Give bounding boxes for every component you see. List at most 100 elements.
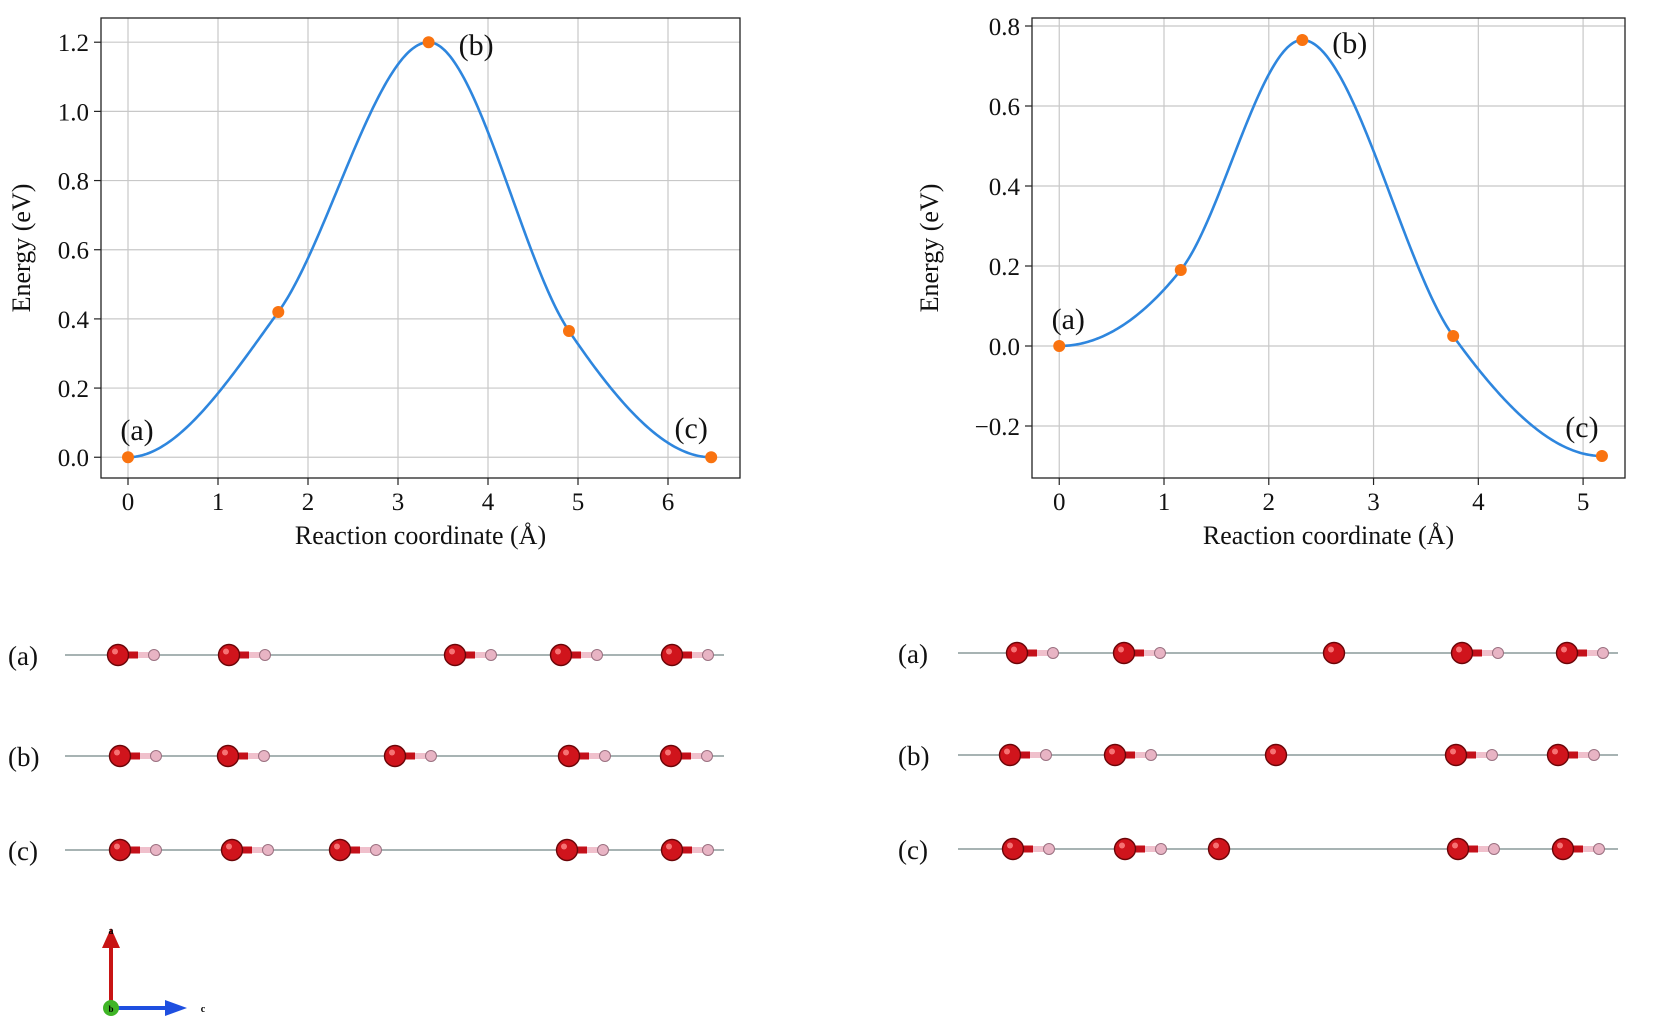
hydroxyl-molecule [108, 838, 162, 862]
bond-h-half [1583, 846, 1595, 852]
y-tick-label: −0.2 [975, 414, 1020, 441]
hydroxyl-molecule [108, 744, 162, 768]
point-annotation-label: (b) [459, 29, 494, 62]
y-tick-label: 0.0 [989, 334, 1020, 361]
oxygen-atom-icon [557, 744, 581, 768]
axis-label-a: a [109, 926, 114, 937]
structure-row: (b) [8, 742, 724, 772]
structure-row-label: (c) [8, 836, 38, 866]
bond-o-half [1571, 649, 1587, 657]
hydrogen-atom-icon [1154, 647, 1166, 659]
y-axis-label: Energy (eV) [7, 184, 36, 313]
hydrogen-atom-icon [1588, 749, 1600, 761]
oxygen-atom-icon [660, 643, 684, 667]
c-axis-arrowhead-icon [165, 1000, 187, 1016]
structure-row-label: (c) [898, 835, 928, 865]
atom-highlight [1007, 842, 1013, 849]
atom-highlight [666, 648, 672, 655]
bond-h-half [140, 847, 152, 853]
structure-row: (a) [898, 639, 1618, 669]
bond-h-half [475, 652, 487, 658]
atom-highlight [1213, 842, 1219, 849]
bond-h-half [140, 753, 152, 759]
hydrogen-atom-icon [1040, 749, 1052, 761]
y-tick-label: 0.8 [58, 169, 89, 196]
hydroxyl-molecule [1113, 837, 1167, 861]
atom-highlight [1118, 646, 1124, 653]
hydroxyl-molecule [1001, 837, 1055, 861]
bond-h-half [1135, 752, 1147, 758]
bond-h-half [1478, 846, 1490, 852]
atom-highlight [1328, 646, 1334, 653]
y-tick-label: 0.4 [58, 307, 90, 334]
bond-h-half [1476, 752, 1488, 758]
hydroxyl-molecule [443, 643, 497, 667]
plot-frame [100, 17, 741, 479]
oxygen-atom-icon [1001, 837, 1025, 861]
atom-highlight [1552, 748, 1558, 755]
image-points [1053, 34, 1608, 462]
y-tick-label: 0.8 [989, 14, 1020, 41]
x-tick-label: 3 [1367, 489, 1380, 516]
structure-row: (a) [8, 641, 724, 671]
atom-highlight [1557, 842, 1563, 849]
hydrogen-atom-icon [259, 649, 271, 661]
hydrogen-atom-icon [262, 844, 274, 856]
hydroxyl-molecule [660, 838, 714, 862]
x-tick-label: 6 [662, 489, 675, 516]
energy-profile-chart-left: 0 1 2 3 4 5 6 0.0 0.2 0.4 0.6 0.8 1.0 1.2 (a) (b) (c) R… [7, 17, 741, 550]
oxygen-atom-icon [1207, 837, 1231, 861]
bond-o-half [1021, 649, 1037, 657]
bond-o-half [344, 846, 360, 854]
x-tick-label: 5 [1577, 489, 1590, 516]
hydrogen-atom-icon [1155, 843, 1167, 855]
atom-highlight [1011, 646, 1017, 653]
bond-h-half [692, 847, 704, 853]
point-annotation-label: (a) [120, 414, 153, 447]
bond-o-half [565, 651, 581, 659]
y-tick-label: 0.6 [989, 94, 1020, 121]
oxygen-atom-icon [1113, 837, 1137, 861]
x-tick-label: 2 [1263, 489, 1276, 516]
crystal-axes-indicator: a c b [102, 926, 206, 1016]
point-annotation-label: (b) [1332, 27, 1367, 60]
atom-highlight [1561, 646, 1567, 653]
bond-o-half [1119, 751, 1135, 759]
y-tick-label: 0.2 [58, 376, 89, 403]
hydroxyl-molecule [1444, 743, 1498, 767]
image-point [272, 305, 285, 318]
oxygen-atom [1322, 641, 1346, 665]
hydroxyl-molecule [1450, 641, 1504, 665]
y-tick-label: 0.4 [989, 174, 1021, 201]
bond-o-half [675, 752, 691, 760]
structure-row: (c) [898, 835, 1618, 865]
atom-highlight [561, 843, 567, 850]
bond-o-half [676, 846, 692, 854]
hydrogen-atom-icon [702, 844, 714, 856]
bond-h-half [1144, 650, 1156, 656]
image-point [1296, 34, 1309, 46]
structure-row-label: (b) [898, 741, 929, 771]
energy-curve [127, 40, 712, 459]
bond-o-half [232, 752, 248, 760]
hydrogen-atom-icon [425, 750, 437, 762]
oxygen-atom-icon [383, 744, 407, 768]
oxygen-atom-icon [549, 643, 573, 667]
atom-highlight [1450, 748, 1456, 755]
axis-ticks: 0 1 2 3 4 5 6 0.0 0.2 0.4 0.6 0.8 1.0 1.2 [58, 30, 675, 516]
hydroxyl-molecule [659, 744, 713, 768]
energy-profile-chart-right: 0 1 2 3 4 5 −0.2 0.0 0.2 0.4 0.6 0.8 (a) (b) (c) Reac… [915, 14, 1626, 550]
oxygen-atom-icon [1103, 743, 1127, 767]
atom-highlight [1109, 748, 1115, 755]
bond-h-half [1587, 650, 1599, 656]
hydrogen-atom-icon [1492, 647, 1504, 659]
hydrogen-atom-icon [370, 844, 382, 856]
hydroxyl-molecule [1103, 743, 1157, 767]
atom-highlight [334, 843, 340, 850]
x-tick-label: 5 [572, 489, 585, 516]
a-axis-arrowhead-icon [102, 928, 120, 948]
bond-o-half [122, 651, 138, 659]
hydrogen-atom-icon [1145, 749, 1157, 761]
energy-curve [1059, 38, 1602, 458]
bond-o-half [1017, 845, 1033, 853]
